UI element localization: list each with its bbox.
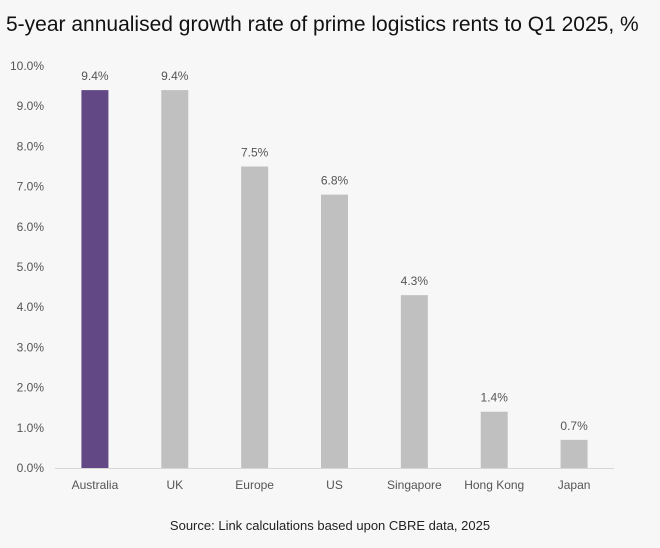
x-axis-categories: Australia UK Europe US Singapore Hong Kong Jap… bbox=[72, 478, 591, 492]
chart-title: 5-year annualised growth rate of prime l… bbox=[6, 13, 639, 36]
x-tick-label: Europe bbox=[235, 478, 274, 492]
x-tick-label: Singapore bbox=[387, 478, 442, 492]
data-label: 9.4% bbox=[161, 69, 189, 83]
x-tick-label: Japan bbox=[558, 478, 591, 492]
data-label: 1.4% bbox=[481, 391, 509, 405]
data-label: 7.5% bbox=[241, 146, 269, 160]
data-label: 9.4% bbox=[81, 69, 109, 83]
y-tick-label: 5.0% bbox=[17, 260, 45, 274]
x-tick-label: US bbox=[326, 478, 343, 492]
y-tick-label: 8.0% bbox=[17, 139, 45, 153]
x-tick-label: Hong Kong bbox=[464, 478, 524, 492]
data-label: 0.7% bbox=[560, 419, 588, 433]
bar-singapore bbox=[400, 295, 428, 468]
y-tick-label: 7.0% bbox=[17, 180, 45, 194]
x-tick-label: Australia bbox=[72, 478, 119, 492]
y-tick-label: 3.0% bbox=[17, 340, 45, 354]
bar-europe bbox=[241, 166, 269, 468]
data-label: 4.3% bbox=[401, 274, 429, 288]
y-tick-label: 9.0% bbox=[17, 99, 45, 113]
y-tick-label: 10.0% bbox=[10, 59, 44, 73]
y-tick-label: 2.0% bbox=[17, 381, 45, 395]
bar-uk bbox=[161, 90, 189, 469]
bars bbox=[81, 90, 588, 469]
x-tick-label: UK bbox=[166, 478, 183, 492]
y-tick-label: 1.0% bbox=[17, 421, 45, 435]
y-tick-label: 0.0% bbox=[17, 461, 45, 475]
y-axis-ticks: 0.0% 1.0% 2.0% 3.0% 4.0% 5.0% 6.0% 7.0% 8.0% 9.0%… bbox=[10, 59, 44, 475]
bar-hong-kong bbox=[480, 411, 508, 468]
y-tick-label: 4.0% bbox=[17, 300, 45, 314]
data-labels: 9.4% 9.4% 7.5% 6.8% 4.3% 1.4% 0.7% bbox=[81, 69, 588, 433]
bar-us bbox=[321, 194, 348, 468]
data-label: 6.8% bbox=[321, 174, 349, 188]
source-note: Source: Link calculations based upon CBR… bbox=[170, 518, 490, 533]
bar-japan bbox=[560, 439, 588, 468]
bar-australia bbox=[81, 90, 109, 469]
y-tick-label: 6.0% bbox=[17, 220, 45, 234]
